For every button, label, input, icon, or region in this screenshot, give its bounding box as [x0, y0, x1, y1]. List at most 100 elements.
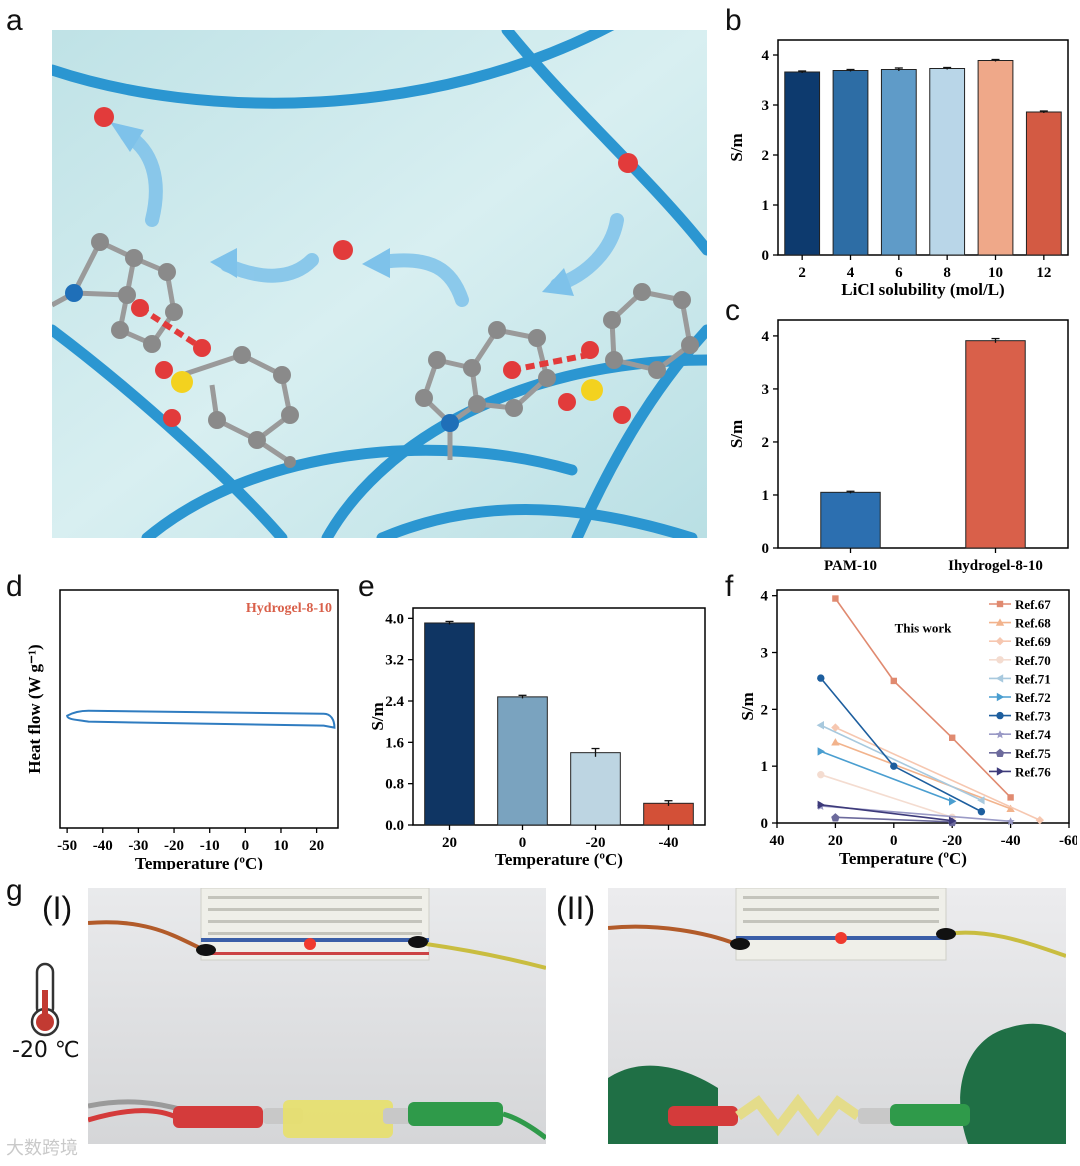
- f-legend-label: Ref.76: [1015, 764, 1051, 779]
- e-ytick-label: 0.8: [385, 777, 404, 793]
- f-point-Ref.76: [817, 800, 825, 810]
- panel-label-d: d: [6, 570, 23, 603]
- f-point-Ref.75: [831, 813, 840, 822]
- b-xtick-label: 8: [943, 265, 951, 281]
- f-xtick-label: -40: [1001, 833, 1021, 849]
- c-ytick-label: 0: [762, 541, 770, 557]
- f-legend-label: Ref.70: [1015, 653, 1051, 668]
- e-ytick-label: 4.0: [385, 611, 404, 627]
- d-xtick-label: -30: [128, 838, 148, 854]
- f-series-line-Ref.70: [820, 773, 953, 819]
- c-plot-frame: [777, 319, 1069, 549]
- f-ytick-label: 3: [761, 646, 769, 662]
- f-ytick-label: 1: [761, 759, 769, 775]
- panel-a-illustration: [46, 19, 713, 544]
- f-point-Ref.73: [817, 674, 825, 682]
- d-xtick-label: -10: [200, 838, 220, 854]
- f-point-Ref.70: [817, 770, 825, 779]
- panel-label-b: b: [725, 4, 742, 37]
- f-annotation: This work: [895, 621, 952, 636]
- f-point-Ref.67: [996, 600, 1004, 608]
- b-bar: [929, 68, 966, 256]
- f-plot-frame: [776, 589, 1070, 824]
- c-xtick-label: Ihydrogel-8-10: [948, 558, 1043, 574]
- d-xtick-label: -40: [93, 838, 113, 854]
- f-point-Ref.69: [995, 637, 1005, 646]
- b-xtick-label: 10: [988, 265, 1003, 281]
- e-xtick-label: -40: [659, 835, 679, 851]
- d-xlabel: Temperature (ºC): [135, 854, 263, 870]
- f-series-line-Ref.75: [835, 816, 953, 823]
- b-ytick-label: 4: [762, 48, 770, 64]
- f-point-Ref.68: [995, 618, 1005, 626]
- b-ylabel: S/m: [727, 133, 746, 161]
- b-ytick-label: 0: [762, 248, 770, 264]
- f-xtick-label: 40: [770, 833, 785, 849]
- f-point-Ref.71: [977, 796, 985, 805]
- e-bar: [570, 752, 621, 826]
- f-legend-label: Ref.71: [1015, 671, 1051, 686]
- d-heatflow-curve: [66, 709, 336, 729]
- f-legend-label: Ref.72: [1015, 690, 1051, 705]
- panel-label-f: f: [725, 570, 734, 603]
- f-ytick-label: 4: [761, 589, 769, 605]
- d-ylabel: Heat flow (W g⁻¹): [25, 644, 44, 773]
- chart-e-svg: 0.0 0.8 1.6 2.4 3.2 4.0 20 0 -20 -40 Temperature (…: [368, 607, 706, 869]
- photo-i-circuit: [88, 888, 546, 1144]
- f-legend-label: Ref.68: [1015, 616, 1051, 631]
- e-xtick-label: -20: [586, 835, 606, 851]
- b-xtick-label: 4: [847, 265, 855, 281]
- chart-f: 40 20 0 -20 -40 -60 0 1 2 3 4 Temperature (ºC) S/m Th…: [715, 580, 1079, 870]
- photo-ii-circuit-twisted: [608, 888, 1066, 1144]
- c-ylabel: S/m: [727, 420, 746, 448]
- f-ylabel: S/m: [738, 692, 757, 720]
- f-point-Ref.76: [996, 767, 1005, 776]
- panel-label-g: g: [6, 874, 23, 907]
- b-bar: [880, 69, 917, 256]
- temperature-label: -20 ℃: [12, 1038, 80, 1063]
- f-series-line-Ref.73: [820, 677, 982, 813]
- f-point-Ref.76: [949, 816, 957, 825]
- panel-label-c: c: [725, 294, 740, 327]
- d-xtick-label: 0: [242, 838, 250, 854]
- e-xtick-label: 20: [442, 835, 457, 851]
- chart-b: 0 1 2 3 4 2 4 6 8 10 12 LiCl solubility (mol/L) S/m: [720, 30, 1075, 310]
- e-xlabel: Temperature (ºC): [495, 850, 623, 869]
- f-point-Ref.67: [890, 677, 897, 685]
- c-ytick-label: 1: [762, 488, 770, 504]
- e-ytick-label: 3.2: [385, 653, 404, 669]
- photo-label-i: (I): [42, 890, 73, 926]
- f-series-line-Ref.72: [820, 750, 953, 803]
- f-point-Ref.72: [949, 797, 957, 806]
- chart-d-svg: -50 -40 -30 -20 -10 0 10 20 Temperature (ºC) Heat…: [25, 589, 339, 873]
- c-bar: [965, 340, 1026, 549]
- e-xtick-label: 0: [519, 835, 527, 851]
- e-bar: [643, 802, 694, 826]
- c-ytick-label: 2: [762, 435, 770, 451]
- b-bar: [832, 70, 869, 256]
- f-point-Ref.72: [996, 692, 1005, 702]
- f-point-Ref.70: [996, 656, 1004, 664]
- f-xtick-label: -60: [1059, 833, 1077, 849]
- thermometer-icon: [18, 960, 78, 1070]
- f-series-line-Ref.76: [820, 804, 953, 822]
- f-legend-label: Ref.74: [1015, 727, 1051, 742]
- f-ytick-label: 2: [761, 702, 769, 718]
- panel-label-e: e: [358, 570, 375, 603]
- b-plot-frame: [777, 39, 1069, 256]
- chart-f-svg: 40 20 0 -20 -40 -60 0 1 2 3 4 Temperature (ºC) S/m Th…: [738, 589, 1079, 868]
- b-ytick-label: 3: [762, 98, 770, 114]
- f-point-Ref.75: [995, 748, 1005, 757]
- f-series-line-Ref.71: [820, 724, 982, 801]
- e-ytick-label: 2.4: [385, 694, 404, 710]
- f-point-Ref.72: [817, 747, 825, 756]
- chart-c: 0 1 2 3 4 PAM-10 Ihydrogel-8-10 S/m: [720, 310, 1075, 580]
- f-series-line-Ref.67: [834, 598, 1012, 798]
- chart-e: 0.0 0.8 1.6 2.4 3.2 4.0 20 0 -20 -40 Temperature (…: [365, 580, 715, 870]
- f-point-Ref.74: [1006, 817, 1015, 826]
- b-bar: [784, 71, 821, 256]
- f-point-Ref.73: [977, 807, 986, 816]
- panel-label-a: a: [6, 4, 23, 37]
- c-ytick-label: 3: [762, 382, 770, 398]
